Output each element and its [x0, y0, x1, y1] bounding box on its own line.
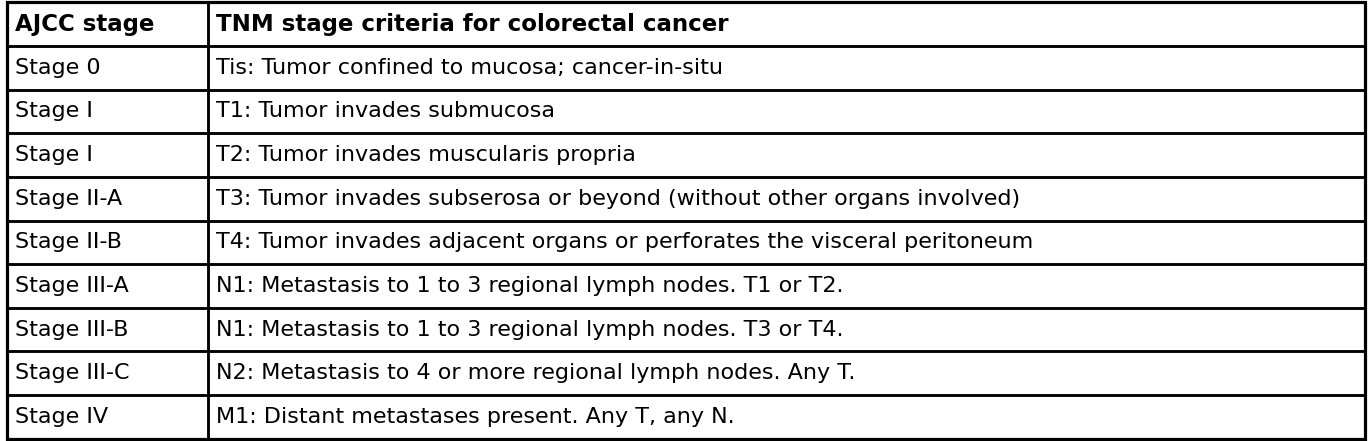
Text: Tis: Tumor confined to mucosa; cancer-in-situ: Tis: Tumor confined to mucosa; cancer-in… — [217, 58, 723, 78]
Bar — [7, 177, 209, 220]
Text: Stage II-A: Stage II-A — [15, 189, 122, 209]
Text: Stage IV: Stage IV — [15, 407, 108, 427]
Text: TNM stage criteria for colorectal cancer: TNM stage criteria for colorectal cancer — [217, 12, 729, 36]
Bar — [7, 2, 209, 46]
Bar — [7, 308, 209, 351]
Text: T2: Tumor invades muscularis propria: T2: Tumor invades muscularis propria — [217, 145, 637, 165]
Bar — [7, 220, 209, 264]
Text: Stage III-C: Stage III-C — [15, 363, 129, 383]
Text: T1: Tumor invades submucosa: T1: Tumor invades submucosa — [217, 101, 556, 121]
Bar — [209, 177, 1365, 220]
Text: AJCC stage: AJCC stage — [15, 12, 155, 36]
Bar — [7, 90, 209, 133]
Text: Stage III-B: Stage III-B — [15, 320, 129, 340]
Text: Stage 0: Stage 0 — [15, 58, 100, 78]
Bar — [7, 264, 209, 308]
Bar — [7, 46, 209, 90]
Bar — [7, 395, 209, 439]
Text: Stage III-A: Stage III-A — [15, 276, 129, 296]
Bar — [209, 46, 1365, 90]
Text: Stage I: Stage I — [15, 145, 93, 165]
Bar — [209, 308, 1365, 351]
Text: M1: Distant metastases present. Any T, any N.: M1: Distant metastases present. Any T, a… — [217, 407, 735, 427]
Bar — [209, 220, 1365, 264]
Text: N1: Metastasis to 1 to 3 regional lymph nodes. T1 or T2.: N1: Metastasis to 1 to 3 regional lymph … — [217, 276, 844, 296]
Bar — [209, 90, 1365, 133]
Text: Stage II-B: Stage II-B — [15, 232, 122, 252]
Bar — [209, 351, 1365, 395]
Text: T3: Tumor invades subserosa or beyond (without other organs involved): T3: Tumor invades subserosa or beyond (w… — [217, 189, 1021, 209]
Bar — [209, 133, 1365, 177]
Bar — [209, 2, 1365, 46]
Bar — [209, 264, 1365, 308]
Text: Stage I: Stage I — [15, 101, 93, 121]
Bar — [7, 133, 209, 177]
Bar — [7, 351, 209, 395]
Text: N2: Metastasis to 4 or more regional lymph nodes. Any T.: N2: Metastasis to 4 or more regional lym… — [217, 363, 856, 383]
Text: N1: Metastasis to 1 to 3 regional lymph nodes. T3 or T4.: N1: Metastasis to 1 to 3 regional lymph … — [217, 320, 844, 340]
Text: T4: Tumor invades adjacent organs or perforates the visceral peritoneum: T4: Tumor invades adjacent organs or per… — [217, 232, 1033, 252]
Bar — [209, 395, 1365, 439]
